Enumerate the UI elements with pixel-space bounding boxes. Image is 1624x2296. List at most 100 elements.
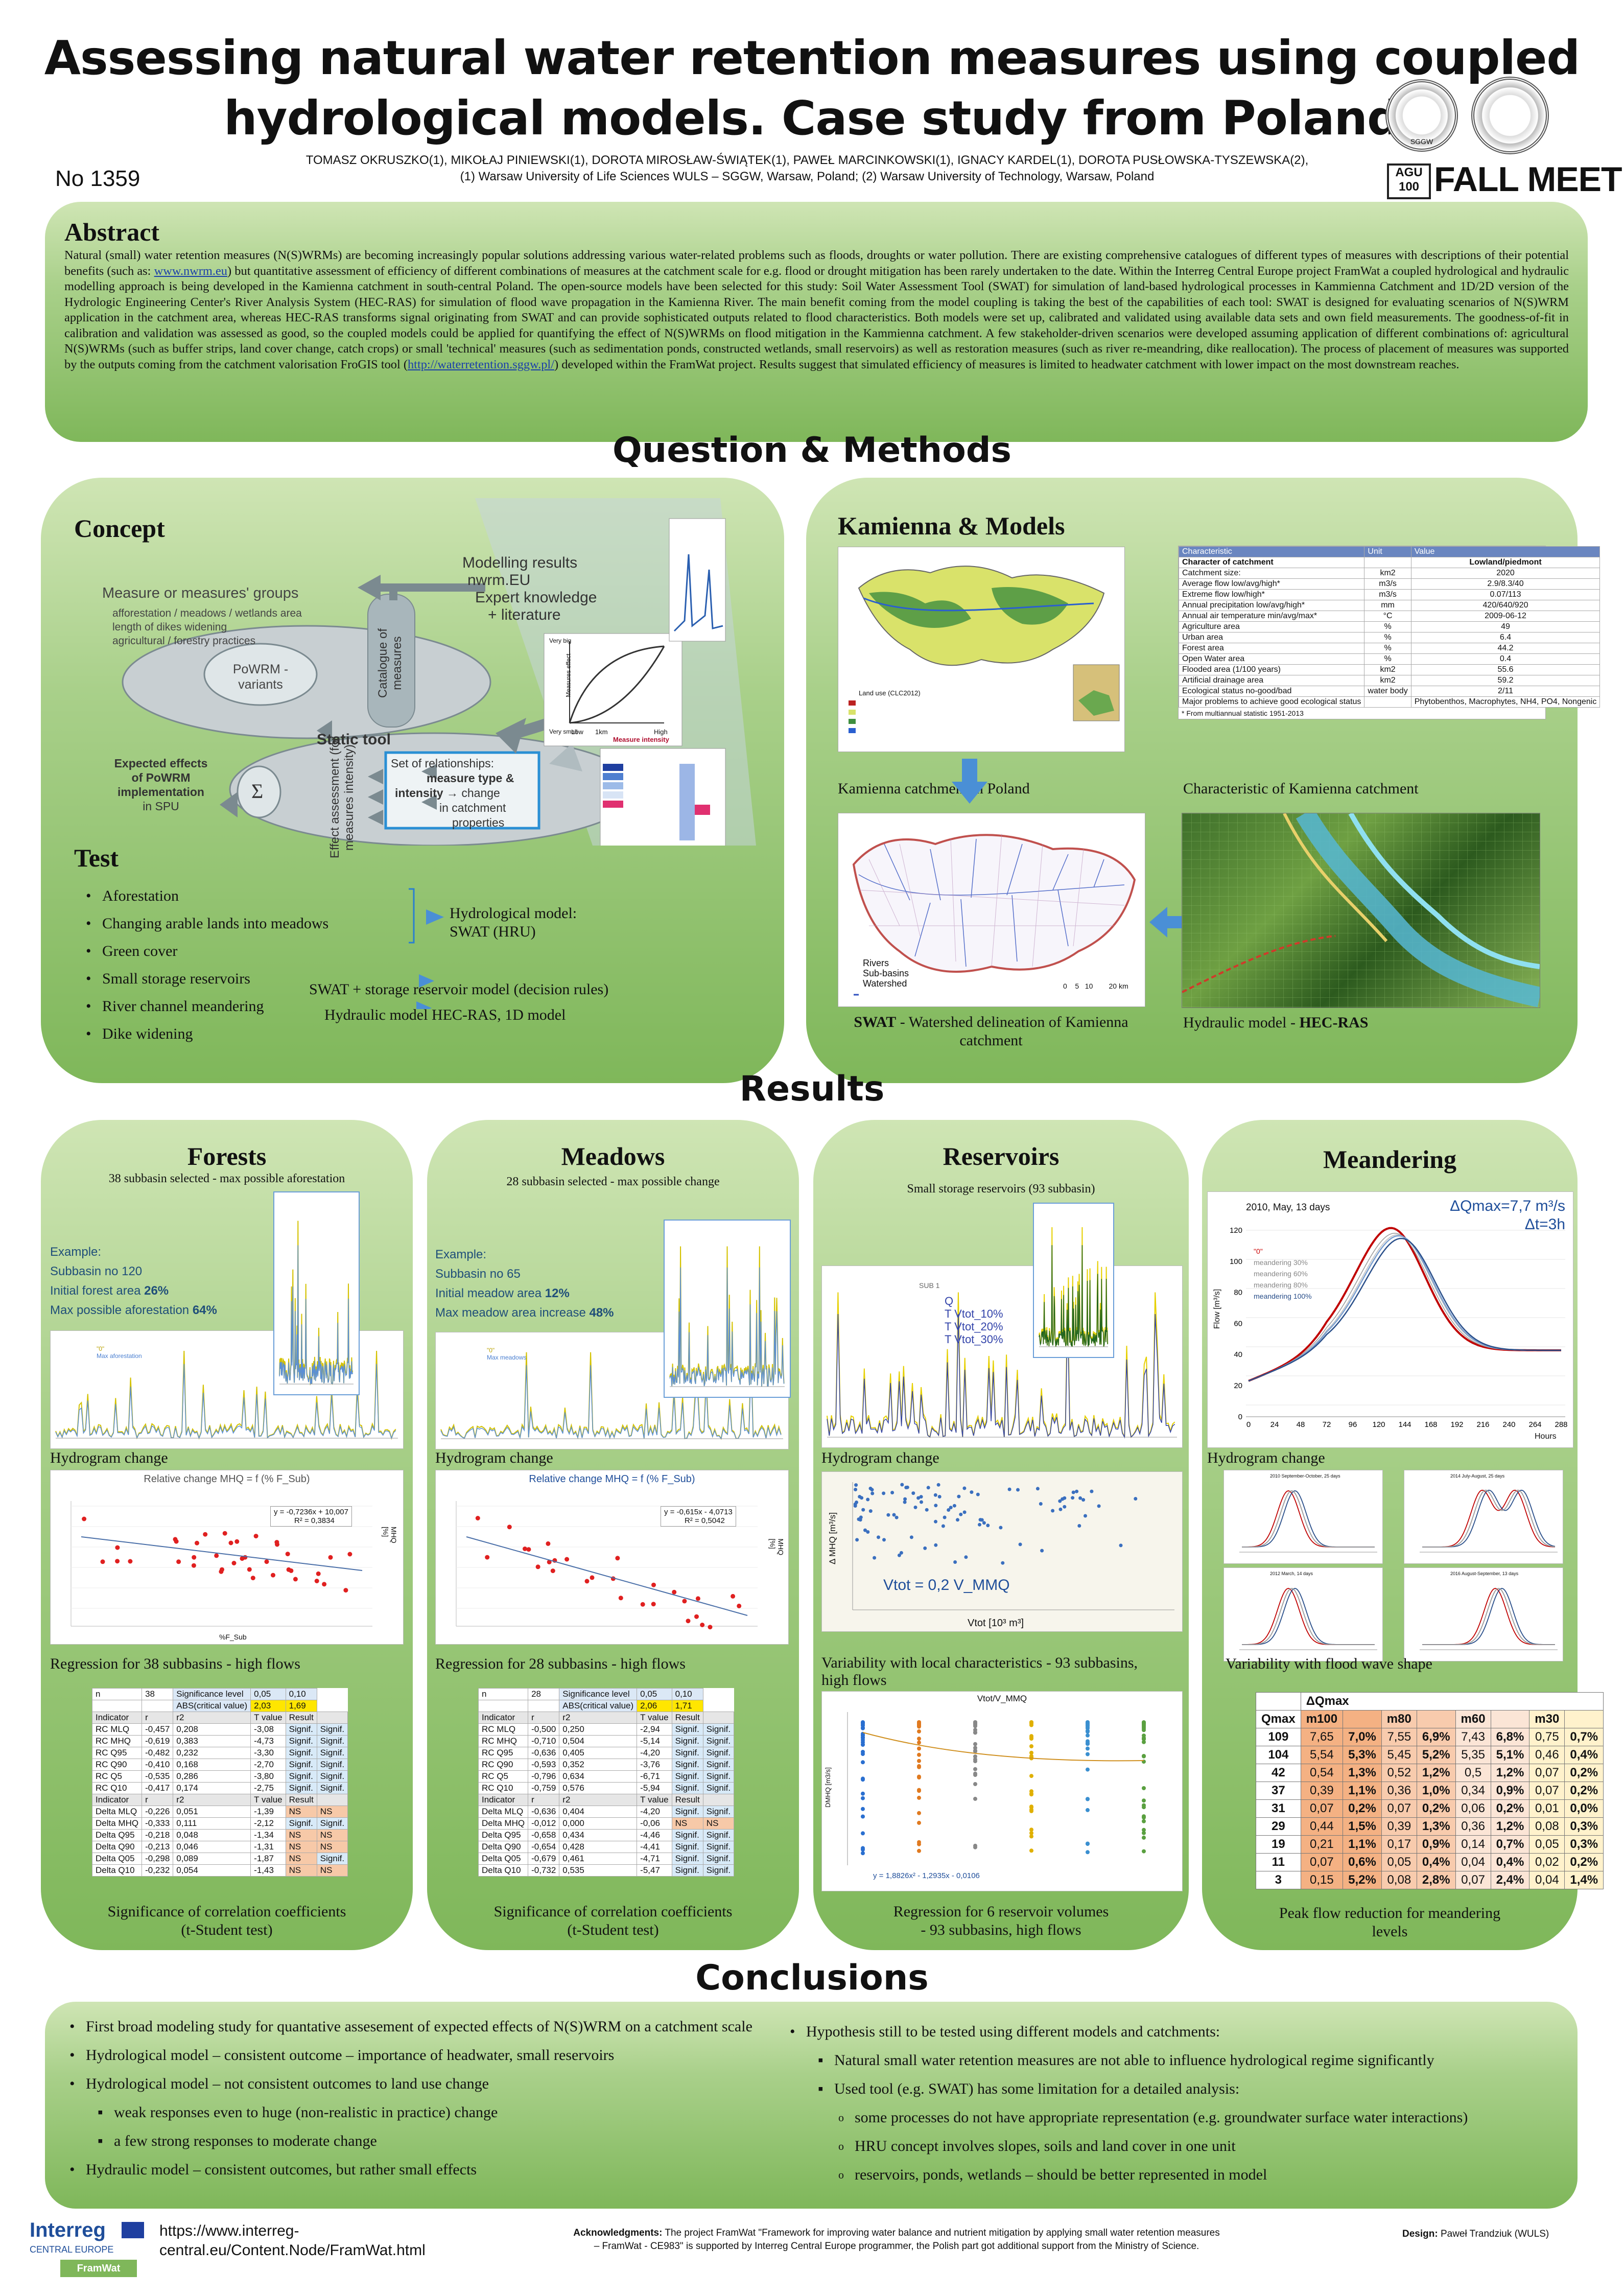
- char-table-cell: Forest area: [1178, 643, 1365, 654]
- sig-cell: Signif.: [671, 1735, 703, 1747]
- box-point: [917, 1795, 921, 1800]
- sig-cell: -5,94: [637, 1782, 672, 1794]
- sig-row: Delta Q95 -0,218 0,048 -1,34 NS NS: [91, 1829, 348, 1841]
- design-label: Design:: [1402, 2229, 1438, 2239]
- sig-cell: RC MHQ: [478, 1735, 529, 1747]
- exchange-arrow: [1149, 907, 1188, 938]
- central-europe-text: CENTRAL EUROPE: [30, 2244, 114, 2255]
- res-point: [980, 1518, 984, 1522]
- res-point: [943, 1515, 947, 1519]
- conclusion-item: ▪ a few strong responses to moderate chan…: [65, 2130, 775, 2152]
- sig-cell: r2: [559, 1712, 638, 1724]
- sig-cell: -0,012: [528, 1817, 560, 1830]
- reg-point: [694, 1614, 699, 1619]
- char-table-row: Forest area% 44.2: [1178, 643, 1601, 654]
- qmax-cell: 11: [1256, 1853, 1301, 1871]
- qmax-cell: 0,2%: [1564, 1764, 1604, 1782]
- forests-hydrograph-caption: Hydrogram change: [50, 1449, 168, 1466]
- sig-cell: -4,20: [637, 1747, 672, 1759]
- mean-y-tick: 40: [1234, 1350, 1242, 1359]
- qmax-cell: 5,45: [1381, 1746, 1417, 1764]
- char-head-cell: Characteristic: [1178, 546, 1365, 557]
- sig-cell: Signif.: [702, 1829, 735, 1841]
- sig-row: Delta MLQ -0,636 0,404 -4,20 Signif. Signif.: [478, 1806, 735, 1818]
- mean-x-tick: 192: [1450, 1420, 1463, 1429]
- char-table-cell: Open Water area: [1178, 653, 1365, 665]
- mean-small-title-3: 2012 March, 14 days: [1270, 1571, 1313, 1576]
- qmax-cell: 0,2%: [1490, 1799, 1530, 1818]
- char-head-cell: Value: [1410, 546, 1601, 557]
- reservoirs-hydrograph-zoom: [1033, 1203, 1114, 1358]
- sig-cell: ABS(critical value): [173, 1700, 251, 1712]
- sig-cell: -3,08: [250, 1723, 286, 1736]
- qmax-cell: 0,15: [1300, 1871, 1344, 1889]
- box-trend: [862, 1732, 1144, 1762]
- res-point: [934, 1543, 938, 1547]
- res-y-label: Δ MHQ [m³/s]: [828, 1512, 838, 1565]
- very-big-label: Very big: [549, 637, 572, 644]
- reg-point: [128, 1559, 133, 1564]
- powrm-text: PoWRM -: [232, 662, 289, 676]
- table-column-highlight: [679, 764, 695, 840]
- nwrm-link[interactable]: www.nwrm.eu: [154, 264, 228, 278]
- effect-plot-frame: [544, 633, 682, 746]
- res-point: [1071, 1496, 1075, 1500]
- sig-cell: ABS(critical value): [559, 1700, 638, 1712]
- box-point: [861, 1776, 865, 1781]
- sig-cell: Signif.: [702, 1747, 735, 1759]
- qmax-cell: 1,3%: [1343, 1764, 1382, 1782]
- technology-seal-logo: [1471, 77, 1549, 154]
- meandering-heading: Meandering: [1323, 1145, 1457, 1174]
- sig-cell: -0,213: [142, 1841, 174, 1853]
- hecras-model-image: [1182, 813, 1540, 1008]
- forests-legend-0: "0": [97, 1345, 105, 1352]
- sig-cell: Signif.: [671, 1853, 703, 1865]
- reg-point: [115, 1545, 120, 1550]
- box-point: [1142, 1728, 1146, 1732]
- box-point: [1029, 1805, 1033, 1810]
- box-point: [861, 1752, 865, 1756]
- qmax-cell: 0,07: [1300, 1799, 1344, 1818]
- sig-cell: r2: [173, 1712, 251, 1724]
- catchment-characteristic-table: Characteristic Unit Value Character of c…: [1178, 546, 1601, 719]
- res-point: [900, 1483, 904, 1487]
- res-point: [1058, 1499, 1062, 1503]
- forests-legend: "0" Max aforestation: [97, 1345, 142, 1360]
- fall-meeting-label: FALL MEETING: [1434, 160, 1624, 199]
- qmax-row: 31 0,07 0,2% 0,07 0,2% 0,06 0,2% 0,01 0,0%: [1256, 1799, 1604, 1818]
- sig-cell: -2,75: [250, 1782, 286, 1794]
- project-url[interactable]: https://www.interreg- central.eu/Content…: [159, 2221, 426, 2260]
- project-url-1[interactable]: https://www.interreg-: [159, 2222, 299, 2239]
- hecras-caption: Hydraulic model - HEC-RAS: [1183, 1014, 1368, 1032]
- mean-small-title-2: 2014 July-August, 25 days: [1450, 1473, 1505, 1479]
- effect-curve-2: [569, 645, 665, 723]
- qmax-row: 104 5,54 5,3% 5,45 5,2% 5,35 5,1% 0,46 0,4%: [1256, 1746, 1604, 1764]
- project-url-2[interactable]: central.eu/Content.Node/FramWat.html: [159, 2242, 426, 2259]
- sig-cell: -0,619: [142, 1735, 174, 1747]
- conclusion-item: • Hypothesis still to be tested using dif…: [786, 2021, 1567, 2043]
- box-point: [973, 1742, 977, 1746]
- reg-point: [526, 1547, 531, 1552]
- res-point: [941, 1524, 945, 1528]
- swat-caption-bold: SWAT: [854, 1014, 897, 1030]
- box-point: [1142, 1733, 1146, 1738]
- reg-point: [640, 1602, 645, 1607]
- sig-cell: 0,232: [173, 1747, 251, 1759]
- swat-watershed-map: Rivers Sub-basins Watershed 0 5 10 20 km: [838, 813, 1145, 1007]
- mean-x-tick: 240: [1502, 1420, 1515, 1429]
- qmax-cell: 0,04: [1529, 1871, 1565, 1889]
- kamienna-panel: Kamienna & Models Land use (CLC2012) Cha…: [806, 478, 1601, 1083]
- qmax-cell: 0,7%: [1490, 1835, 1530, 1854]
- res-point: [952, 1504, 956, 1508]
- qmax-cell: 0,39: [1300, 1782, 1344, 1800]
- qmax-cell: 0,04: [1455, 1853, 1491, 1871]
- test-item: Aforestation: [86, 882, 328, 910]
- results-section-title: Results: [739, 1069, 885, 1109]
- sig-cell: 0,10: [671, 1688, 703, 1700]
- res-cap-1: Regression for 6 reservoir volumes: [893, 1903, 1109, 1920]
- sig-cell: -1,43: [250, 1864, 286, 1877]
- sig-cell: RC MLQ: [91, 1723, 143, 1736]
- waterretention-link[interactable]: http://waterretention.sggw.pl/: [407, 357, 554, 371]
- sig-cell: [91, 1700, 143, 1712]
- sig-cell: [478, 1700, 529, 1712]
